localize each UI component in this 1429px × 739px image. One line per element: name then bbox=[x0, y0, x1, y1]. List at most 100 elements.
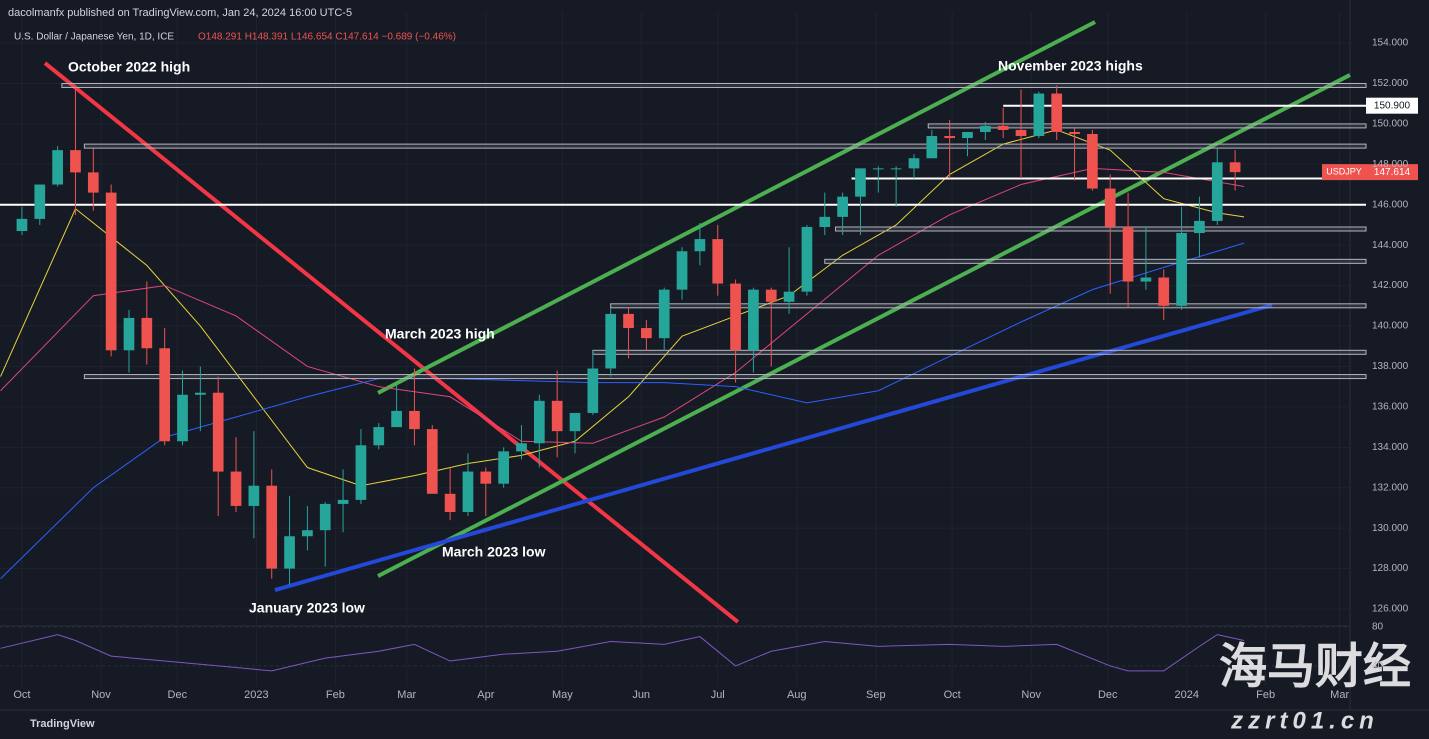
trendline bbox=[377, 73, 1351, 578]
level-zone bbox=[83, 143, 1367, 149]
candle-body bbox=[730, 283, 741, 351]
candle-body bbox=[498, 451, 509, 484]
x-tick-label: May bbox=[552, 689, 573, 701]
candle-body bbox=[444, 493, 456, 513]
candle-body bbox=[373, 427, 385, 446]
x-tick-label: Mar bbox=[397, 689, 416, 701]
candle-body bbox=[694, 239, 706, 252]
y-tick-label: 144.000 bbox=[1372, 240, 1409, 251]
candle-body bbox=[1104, 188, 1116, 227]
x-tick-label: Jun bbox=[632, 689, 650, 701]
candle-body bbox=[1176, 233, 1187, 306]
y-tick-label: 126.000 bbox=[1372, 604, 1409, 615]
candle-body bbox=[623, 313, 634, 329]
candle-body bbox=[516, 443, 527, 452]
candle-body bbox=[177, 394, 188, 442]
candle-body bbox=[194, 392, 206, 395]
y-tick-label: 148.000 bbox=[1372, 159, 1409, 170]
y-tick-label: 132.000 bbox=[1372, 482, 1409, 493]
candle-body bbox=[1087, 133, 1098, 189]
candle-body bbox=[855, 168, 866, 197]
rsi-tick-label: 80 bbox=[1372, 621, 1384, 632]
publisher: dacolmanfx published on TradingView.com,… bbox=[8, 7, 352, 19]
candle-body bbox=[551, 400, 563, 432]
quote: O148.291 H148.391 L146.654 C147.614 −0.6… bbox=[198, 32, 456, 43]
x-tick-label: Feb bbox=[1256, 689, 1275, 701]
candle-body bbox=[70, 150, 81, 173]
y-tick-label: 128.000 bbox=[1372, 563, 1409, 574]
candle-body bbox=[1051, 93, 1063, 132]
candle-body bbox=[391, 410, 402, 428]
candle-body bbox=[944, 136, 956, 139]
y-tick-label: 152.000 bbox=[1372, 78, 1409, 89]
level-label: 150.900 bbox=[1374, 100, 1411, 111]
footer-brand: TradingView bbox=[30, 718, 95, 730]
candle-body bbox=[355, 445, 367, 500]
annotation: October 2022 high bbox=[68, 59, 190, 75]
candle-body bbox=[87, 172, 99, 193]
candle-body bbox=[16, 218, 28, 232]
candle-body bbox=[302, 530, 313, 537]
candle-body bbox=[1033, 93, 1045, 137]
watermark: 海马财经 bbox=[1219, 641, 1411, 694]
candle-body bbox=[676, 251, 688, 290]
y-tick-label: 130.000 bbox=[1372, 523, 1409, 534]
x-tick-label: Jul bbox=[711, 689, 725, 701]
y-tick-label: 134.000 bbox=[1372, 442, 1409, 453]
candle-body bbox=[1140, 277, 1152, 282]
x-tick-label: Mar bbox=[1330, 689, 1349, 701]
candle-body bbox=[480, 471, 492, 484]
candle-body bbox=[819, 216, 831, 227]
candle-body bbox=[1122, 226, 1134, 282]
symbol-tag bbox=[1322, 164, 1366, 181]
price-label: 147.614 bbox=[1374, 167, 1411, 178]
candle-body bbox=[123, 317, 135, 351]
x-tick-label: Dec bbox=[168, 689, 188, 701]
candle-body bbox=[641, 328, 652, 339]
level-zone bbox=[61, 82, 1367, 88]
x-tick-label: Apr bbox=[477, 689, 494, 701]
x-tick-label: Nov bbox=[91, 689, 111, 701]
watermark-url: zzrt01.cn bbox=[1230, 707, 1379, 734]
candle-body bbox=[230, 471, 242, 506]
candle-body bbox=[1229, 162, 1241, 173]
x-tick-label: Feb bbox=[326, 689, 345, 701]
candle-body bbox=[337, 499, 349, 504]
x-tick-label: Sep bbox=[866, 689, 886, 701]
annotation: November 2023 highs bbox=[998, 58, 1143, 74]
trendline bbox=[274, 303, 1273, 592]
level-tag bbox=[1366, 97, 1418, 114]
candle-body bbox=[979, 125, 991, 132]
candle-body bbox=[712, 239, 724, 284]
candle-body bbox=[748, 289, 759, 351]
candle-body bbox=[1015, 129, 1027, 137]
candle-body bbox=[801, 226, 813, 292]
candle-body bbox=[266, 485, 278, 569]
candle-body bbox=[997, 125, 1009, 130]
rsi-line bbox=[0, 634, 1245, 672]
level-zone bbox=[927, 123, 1367, 129]
x-tick-label: Oct bbox=[944, 689, 961, 701]
price-tag bbox=[1366, 164, 1418, 181]
moving-average bbox=[0, 129, 1245, 487]
level-zone bbox=[834, 226, 1367, 232]
candle-body bbox=[212, 392, 224, 472]
candle-body bbox=[1069, 131, 1080, 134]
y-tick-label: 136.000 bbox=[1372, 402, 1409, 413]
x-tick-label: 2023 bbox=[244, 689, 268, 701]
candle-body bbox=[34, 184, 46, 219]
y-tick-label: 154.000 bbox=[1372, 38, 1409, 49]
symbol-line: U.S. Dollar / Japanese Yen, 1D, ICE bbox=[14, 32, 174, 43]
candle-body bbox=[569, 412, 581, 432]
y-tick-label: 140.000 bbox=[1372, 321, 1409, 332]
candle-body bbox=[872, 168, 884, 170]
rsi-tick-label: 40 bbox=[1372, 661, 1384, 672]
x-tick-label: 2024 bbox=[1175, 689, 1199, 701]
x-tick-label: Aug bbox=[787, 689, 807, 701]
candle-body bbox=[587, 368, 599, 413]
y-tick-label: 150.000 bbox=[1372, 119, 1409, 130]
candle-body bbox=[409, 410, 420, 430]
plot bbox=[0, 20, 1418, 672]
moving-average bbox=[0, 242, 1245, 580]
